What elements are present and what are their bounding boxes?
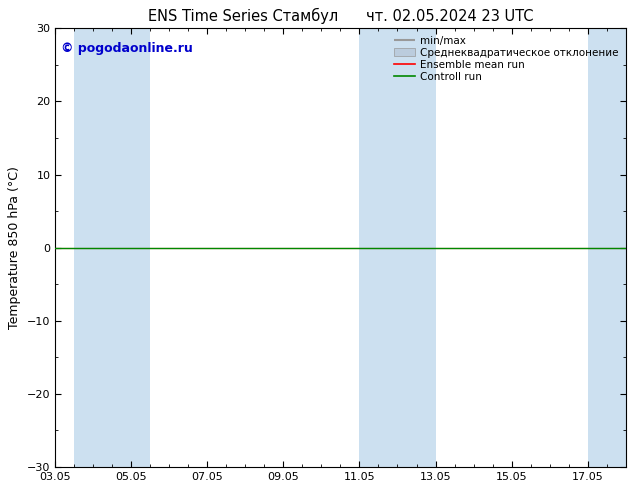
Title: ENS Time Series Стамбул      чт. 02.05.2024 23 UTC: ENS Time Series Стамбул чт. 02.05.2024 2… (148, 8, 533, 24)
Bar (74, 28, 112, 467)
Text: © pogodaonline.ru: © pogodaonline.ru (61, 42, 193, 54)
Bar (359, 28, 398, 467)
Bar (588, 28, 626, 467)
Y-axis label: Temperature 850 hPa (°C): Temperature 850 hPa (°C) (8, 166, 22, 329)
Legend: min/max, Среднеквадратическое отклонение, Ensemble mean run, Controll run: min/max, Среднеквадратическое отклонение… (392, 34, 621, 84)
Bar (112, 28, 150, 467)
Bar (398, 28, 436, 467)
